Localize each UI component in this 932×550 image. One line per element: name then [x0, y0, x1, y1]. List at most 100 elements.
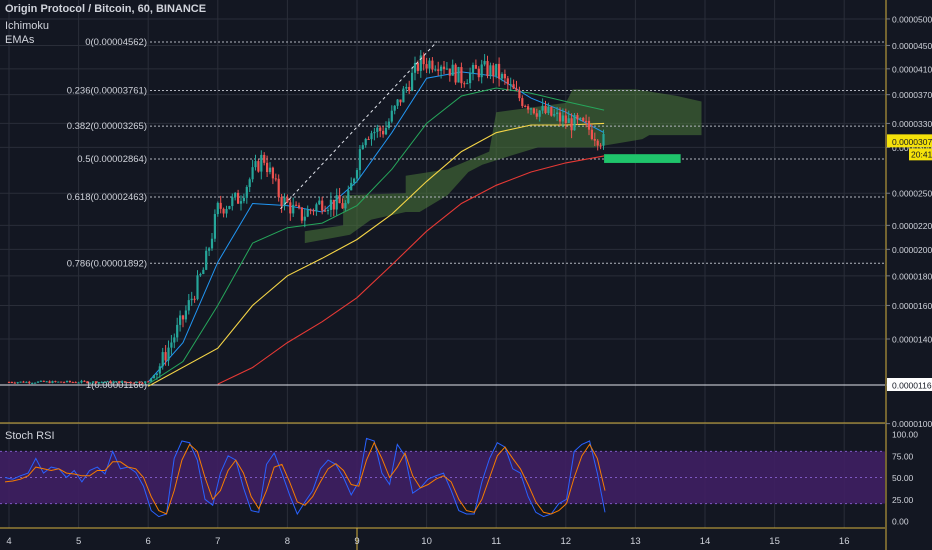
candle-body — [419, 55, 422, 71]
candle-body — [176, 324, 179, 338]
indicator-ichimoku-label[interactable]: Ichimoku — [5, 20, 50, 32]
candle-body — [31, 382, 34, 384]
candle-body — [121, 381, 124, 384]
candle-body — [321, 200, 324, 211]
candle-body — [92, 381, 95, 383]
candle-body — [500, 73, 504, 79]
candle-body — [80, 380, 83, 383]
candle-body — [205, 250, 208, 270]
candle-body — [413, 62, 417, 73]
candle-body — [57, 381, 60, 383]
chart-title[interactable]: Origin Protocol / Bitcoin, 60, BINANCE — [5, 3, 207, 15]
candle-body — [329, 199, 332, 210]
candle-body — [306, 209, 309, 217]
x-tick-label: 14 — [700, 536, 711, 547]
candle-body — [109, 381, 112, 383]
candle-body — [384, 127, 388, 135]
rsi-y-tick-label: 75.00 — [892, 451, 914, 461]
fib-price-box — [887, 378, 932, 391]
candle-body — [213, 214, 216, 239]
candle-body — [541, 105, 544, 111]
ema-mid-line — [147, 87, 605, 385]
candle-body — [474, 65, 477, 69]
candle-body — [492, 65, 495, 76]
candle-body — [170, 342, 173, 348]
candle-body — [13, 382, 16, 384]
candle-body — [387, 121, 390, 128]
candle-body — [97, 382, 100, 384]
candle-body — [460, 67, 463, 84]
candle-body — [164, 352, 167, 361]
stoch-rsi-pane — [0, 437, 885, 518]
x-tick-label: 8 — [285, 536, 290, 547]
x-tick-label: 7 — [215, 536, 220, 547]
fib-label: 0.382(0.00003265) — [67, 121, 147, 132]
candle-body — [36, 381, 40, 383]
candle-body — [338, 195, 341, 204]
candle-body — [411, 72, 414, 91]
candle-body — [576, 115, 579, 120]
candle-body — [593, 138, 596, 141]
candle-body — [553, 114, 556, 116]
candle-body — [341, 203, 344, 209]
candle-body — [295, 204, 298, 206]
candle-body — [234, 192, 237, 198]
candle-body — [28, 381, 31, 384]
candle-body — [22, 381, 25, 383]
candle-body — [277, 178, 280, 198]
candle-body — [300, 207, 303, 221]
candle-body — [167, 347, 170, 361]
candle-body — [405, 86, 408, 89]
fib-label: 0.236(0.00003761) — [67, 86, 147, 97]
candle-body — [535, 113, 538, 117]
candles — [7, 50, 605, 385]
candle-body — [161, 352, 164, 367]
candle-body — [54, 381, 57, 383]
candle-body — [184, 310, 187, 320]
candle-body — [477, 68, 480, 78]
candle-body — [254, 161, 257, 168]
candle-body — [495, 63, 498, 76]
candle-body — [16, 382, 19, 384]
candle-body — [86, 381, 89, 384]
rsi-y-tick-label: 50.00 — [892, 473, 914, 483]
candle-body — [355, 170, 359, 179]
candle-body — [547, 106, 550, 114]
candle-body — [515, 88, 518, 91]
ema-fast-line — [147, 71, 605, 383]
candle-body — [202, 269, 205, 274]
candle-body — [100, 382, 103, 384]
candle-body — [231, 197, 234, 207]
candle-body — [570, 118, 573, 131]
candle-body — [440, 66, 443, 71]
candle-body — [364, 139, 367, 146]
candle-body — [442, 66, 446, 70]
candle-body — [173, 337, 176, 343]
candle-body — [564, 115, 567, 124]
indicator-emas-label[interactable]: EMAs — [5, 34, 35, 46]
candle-body — [65, 380, 69, 383]
candle-body — [561, 115, 564, 122]
candle-body — [489, 65, 492, 76]
candle-body — [94, 381, 98, 384]
ema-slow-line — [147, 122, 605, 387]
candle-body — [512, 84, 515, 89]
candle-body — [396, 99, 399, 106]
candle-body — [466, 83, 469, 85]
candle-body — [599, 145, 602, 147]
candle-body — [77, 382, 80, 384]
rsi-y-tick-label: 100.00 — [892, 430, 918, 440]
stoch-rsi-title[interactable]: Stoch RSI — [5, 430, 55, 442]
candle-body — [428, 60, 431, 69]
candle-body — [524, 105, 527, 107]
ema-lines — [147, 71, 605, 387]
candle-body — [370, 133, 373, 140]
candle-body — [425, 64, 428, 69]
candle-body — [25, 381, 28, 383]
candle-body — [297, 205, 301, 208]
